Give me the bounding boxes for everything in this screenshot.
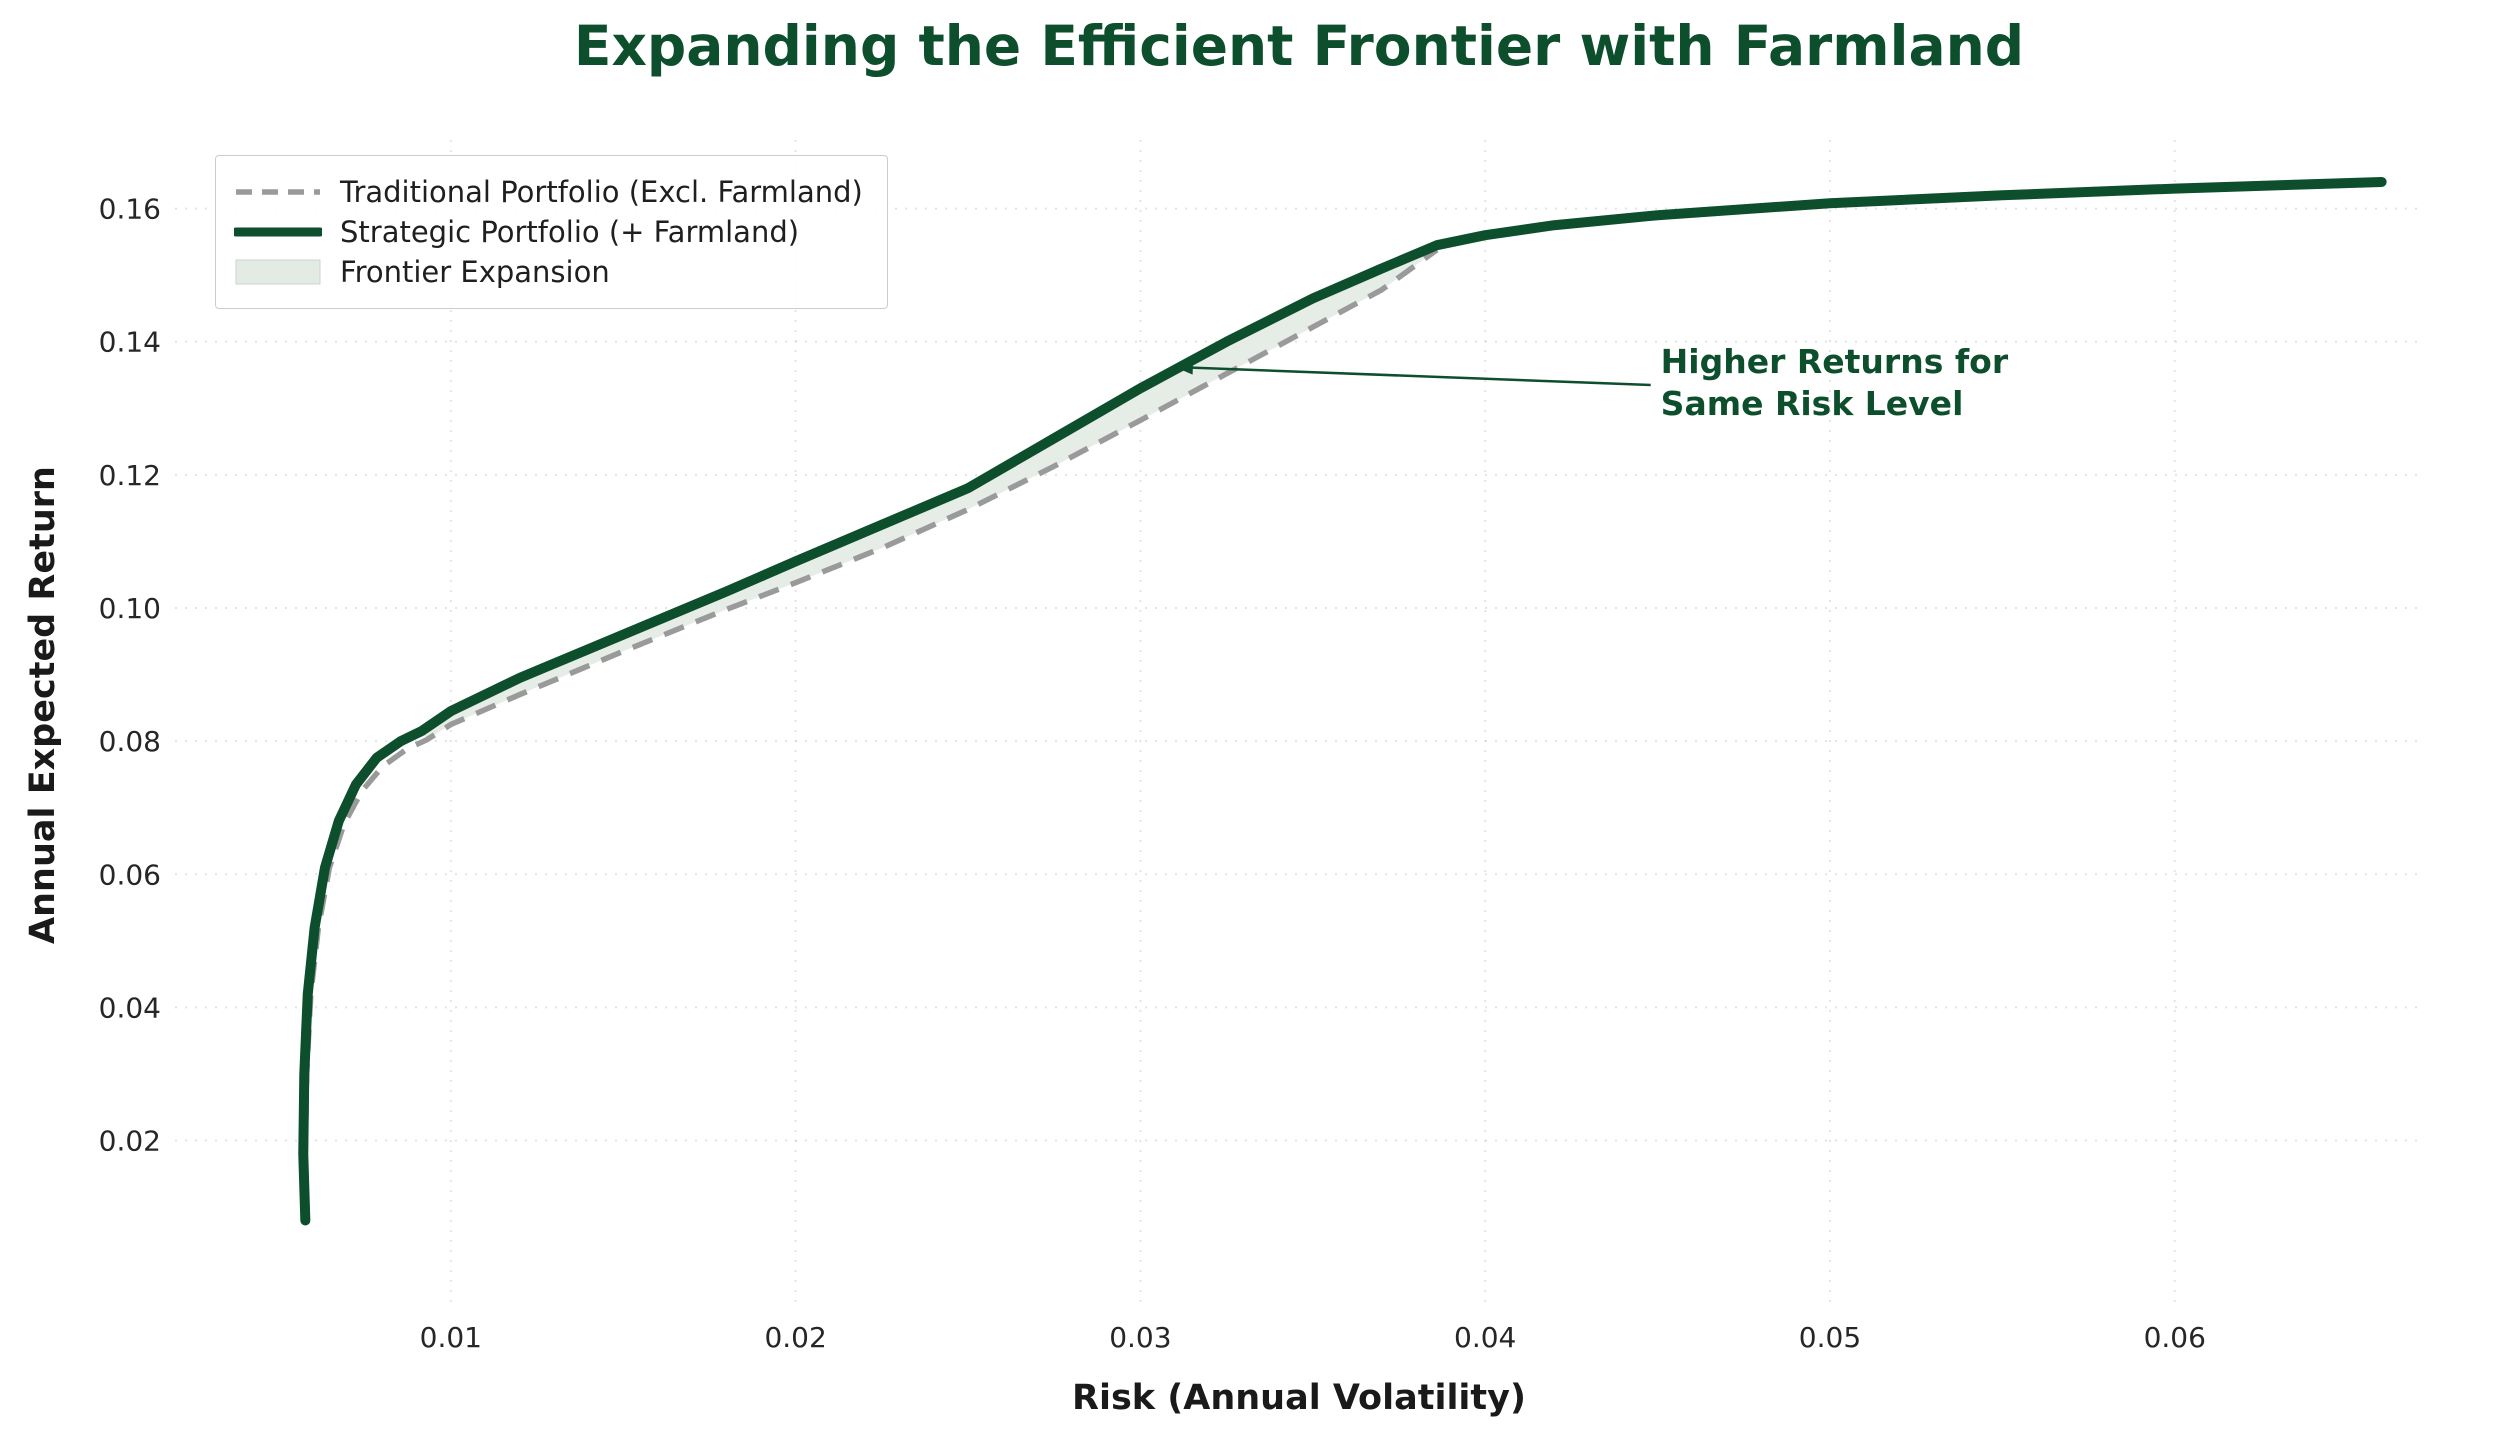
chart-title: Expanding the Efficient Frontier with Fa… xyxy=(573,14,2025,78)
x-tick-label: 0.04 xyxy=(1454,1321,1516,1354)
annotation-line-1: Higher Returns for xyxy=(1660,341,2009,381)
y-tick-label: 0.04 xyxy=(99,991,161,1024)
x-tick-label: 0.02 xyxy=(764,1321,826,1354)
annotation-arrowhead xyxy=(1174,360,1194,375)
y-tick-label: 0.10 xyxy=(99,592,161,625)
x-axis-label: Risk (Annual Volatility) xyxy=(1072,1378,1526,1418)
annotation-arrow-line xyxy=(1174,365,1651,387)
y-tick-label: 0.16 xyxy=(99,193,161,226)
solid-line-sample xyxy=(234,227,322,237)
y-axis-label: Annual Expected Return xyxy=(23,466,63,944)
x-tick-label: 0.03 xyxy=(1109,1321,1171,1354)
traditional-frontier-line xyxy=(302,247,1439,1221)
frontier-expansion-area xyxy=(421,245,1437,740)
strategic-frontier-line xyxy=(298,176,2387,1226)
legend-item-strategic: Strategic Portfolio (+ Farmland) xyxy=(234,212,863,252)
y-tick-label: 0.06 xyxy=(99,858,161,891)
legend-label-traditional: Traditional Portfolio (Excl. Farmland) xyxy=(340,175,863,209)
legend-item-expansion: Frontier Expansion xyxy=(234,252,863,292)
legend-label-strategic: Strategic Portfolio (+ Farmland) xyxy=(340,215,800,249)
annotation-line-2: Same Risk Level xyxy=(1660,383,1964,423)
legend-item-traditional: Traditional Portfolio (Excl. Farmland) xyxy=(234,172,863,212)
fill-swatch-rect xyxy=(235,259,321,285)
y-tick-label: 0.14 xyxy=(99,326,161,359)
x-tick-label: 0.05 xyxy=(1799,1321,1861,1354)
legend: Traditional Portfolio (Excl. Farmland) S… xyxy=(215,155,888,309)
dashed-line-sample xyxy=(236,189,320,195)
x-tick-label: 0.01 xyxy=(420,1321,482,1354)
annotation-text: Higher Returns for Same Risk Level xyxy=(1661,341,2008,425)
y-tick-label: 0.12 xyxy=(99,459,161,492)
x-tick-label: 0.06 xyxy=(2144,1321,2206,1354)
legend-label-expansion: Frontier Expansion xyxy=(340,255,610,289)
fill-swatch-sample xyxy=(235,259,321,285)
y-tick-label: 0.02 xyxy=(99,1125,161,1158)
y-tick-label: 0.08 xyxy=(99,725,161,758)
